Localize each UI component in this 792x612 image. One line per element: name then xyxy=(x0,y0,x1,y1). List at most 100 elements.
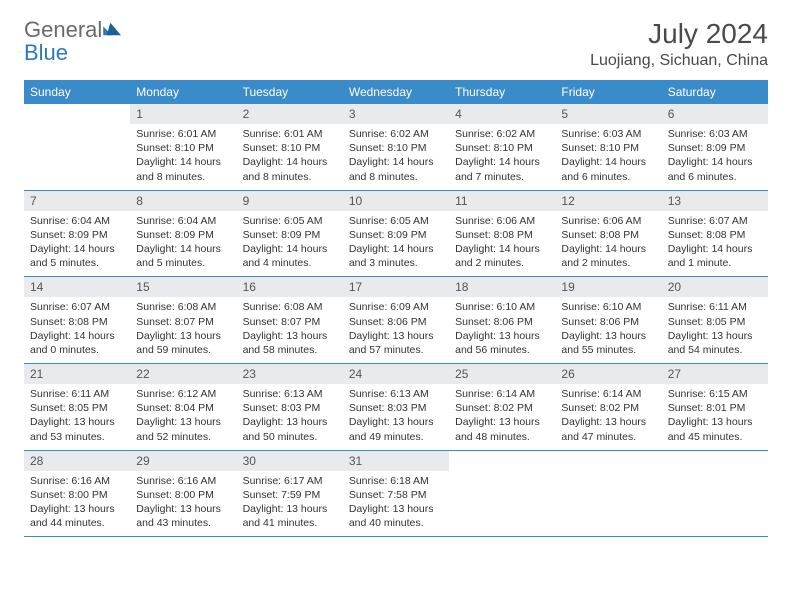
day-body: Sunrise: 6:14 AMSunset: 8:02 PMDaylight:… xyxy=(555,384,661,450)
daylight-text-1: Daylight: 14 hours xyxy=(136,155,230,169)
day-body: Sunrise: 6:13 AMSunset: 8:03 PMDaylight:… xyxy=(343,384,449,450)
calendar-cell: 12Sunrise: 6:06 AMSunset: 8:08 PMDayligh… xyxy=(555,190,661,277)
daylight-text-1: Daylight: 14 hours xyxy=(243,242,337,256)
calendar-body: 1Sunrise: 6:01 AMSunset: 8:10 PMDaylight… xyxy=(24,104,768,537)
day-number: 17 xyxy=(343,277,449,297)
sunrise-text: Sunrise: 6:08 AM xyxy=(136,300,230,314)
sunrise-text: Sunrise: 6:07 AM xyxy=(668,214,762,228)
calendar-cell: 1Sunrise: 6:01 AMSunset: 8:10 PMDaylight… xyxy=(130,104,236,190)
day-body: Sunrise: 6:04 AMSunset: 8:09 PMDaylight:… xyxy=(130,211,236,277)
day-number: 2 xyxy=(237,104,343,124)
sunset-text: Sunset: 7:58 PM xyxy=(349,488,443,502)
weekday-header: Thursday xyxy=(449,80,555,104)
daylight-text-1: Daylight: 13 hours xyxy=(30,415,124,429)
calendar-table: Sunday Monday Tuesday Wednesday Thursday… xyxy=(24,80,768,537)
calendar-cell xyxy=(449,450,555,537)
daylight-text-1: Daylight: 13 hours xyxy=(243,415,337,429)
daylight-text-1: Daylight: 14 hours xyxy=(30,329,124,343)
calendar-cell: 8Sunrise: 6:04 AMSunset: 8:09 PMDaylight… xyxy=(130,190,236,277)
calendar-row: 7Sunrise: 6:04 AMSunset: 8:09 PMDaylight… xyxy=(24,190,768,277)
sunset-text: Sunset: 8:07 PM xyxy=(243,315,337,329)
sunrise-text: Sunrise: 6:01 AM xyxy=(136,127,230,141)
daylight-text-1: Daylight: 14 hours xyxy=(136,242,230,256)
day-body: Sunrise: 6:07 AMSunset: 8:08 PMDaylight:… xyxy=(662,211,768,277)
calendar-cell: 21Sunrise: 6:11 AMSunset: 8:05 PMDayligh… xyxy=(24,364,130,451)
day-number: 13 xyxy=(662,191,768,211)
sunrise-text: Sunrise: 6:02 AM xyxy=(349,127,443,141)
sunrise-text: Sunrise: 6:10 AM xyxy=(455,300,549,314)
day-body: Sunrise: 6:06 AMSunset: 8:08 PMDaylight:… xyxy=(555,211,661,277)
day-number: 30 xyxy=(237,451,343,471)
weekday-header: Saturday xyxy=(662,80,768,104)
sunset-text: Sunset: 8:07 PM xyxy=(136,315,230,329)
day-body: Sunrise: 6:18 AMSunset: 7:58 PMDaylight:… xyxy=(343,471,449,537)
calendar-cell: 16Sunrise: 6:08 AMSunset: 8:07 PMDayligh… xyxy=(237,277,343,364)
daylight-text-2: and 6 minutes. xyxy=(668,170,762,184)
daylight-text-2: and 57 minutes. xyxy=(349,343,443,357)
calendar-row: 28Sunrise: 6:16 AMSunset: 8:00 PMDayligh… xyxy=(24,450,768,537)
sunrise-text: Sunrise: 6:16 AM xyxy=(30,474,124,488)
daylight-text-1: Daylight: 14 hours xyxy=(455,242,549,256)
weekday-header: Wednesday xyxy=(343,80,449,104)
day-body: Sunrise: 6:06 AMSunset: 8:08 PMDaylight:… xyxy=(449,211,555,277)
daylight-text-2: and 1 minute. xyxy=(668,256,762,270)
sunset-text: Sunset: 8:09 PM xyxy=(136,228,230,242)
day-number: 14 xyxy=(24,277,130,297)
calendar-cell: 5Sunrise: 6:03 AMSunset: 8:10 PMDaylight… xyxy=(555,104,661,190)
day-number: 18 xyxy=(449,277,555,297)
calendar-cell: 17Sunrise: 6:09 AMSunset: 8:06 PMDayligh… xyxy=(343,277,449,364)
calendar-cell: 26Sunrise: 6:14 AMSunset: 8:02 PMDayligh… xyxy=(555,364,661,451)
day-body: Sunrise: 6:17 AMSunset: 7:59 PMDaylight:… xyxy=(237,471,343,537)
logo-text-general: General xyxy=(24,17,102,42)
daylight-text-2: and 50 minutes. xyxy=(243,430,337,444)
sunrise-text: Sunrise: 6:12 AM xyxy=(136,387,230,401)
day-body: Sunrise: 6:16 AMSunset: 8:00 PMDaylight:… xyxy=(24,471,130,537)
daylight-text-1: Daylight: 13 hours xyxy=(349,415,443,429)
sunrise-text: Sunrise: 6:04 AM xyxy=(136,214,230,228)
sunset-text: Sunset: 8:03 PM xyxy=(349,401,443,415)
calendar-cell: 31Sunrise: 6:18 AMSunset: 7:58 PMDayligh… xyxy=(343,450,449,537)
sunset-text: Sunset: 8:08 PM xyxy=(668,228,762,242)
day-number: 6 xyxy=(662,104,768,124)
sunrise-text: Sunrise: 6:06 AM xyxy=(455,214,549,228)
sunset-text: Sunset: 8:10 PM xyxy=(136,141,230,155)
day-body: Sunrise: 6:09 AMSunset: 8:06 PMDaylight:… xyxy=(343,297,449,363)
calendar-cell: 28Sunrise: 6:16 AMSunset: 8:00 PMDayligh… xyxy=(24,450,130,537)
day-body: Sunrise: 6:03 AMSunset: 8:10 PMDaylight:… xyxy=(555,124,661,190)
sunrise-text: Sunrise: 6:03 AM xyxy=(668,127,762,141)
day-body: Sunrise: 6:07 AMSunset: 8:08 PMDaylight:… xyxy=(24,297,130,363)
sunrise-text: Sunrise: 6:05 AM xyxy=(349,214,443,228)
daylight-text-2: and 47 minutes. xyxy=(561,430,655,444)
sunrise-text: Sunrise: 6:16 AM xyxy=(136,474,230,488)
day-number: 9 xyxy=(237,191,343,211)
sunrise-text: Sunrise: 6:18 AM xyxy=(349,474,443,488)
daylight-text-1: Daylight: 13 hours xyxy=(668,329,762,343)
day-number: 27 xyxy=(662,364,768,384)
daylight-text-2: and 5 minutes. xyxy=(30,256,124,270)
calendar-row: 21Sunrise: 6:11 AMSunset: 8:05 PMDayligh… xyxy=(24,364,768,451)
sunrise-text: Sunrise: 6:15 AM xyxy=(668,387,762,401)
sunset-text: Sunset: 8:05 PM xyxy=(668,315,762,329)
day-body: Sunrise: 6:15 AMSunset: 8:01 PMDaylight:… xyxy=(662,384,768,450)
sunrise-text: Sunrise: 6:03 AM xyxy=(561,127,655,141)
calendar-cell: 24Sunrise: 6:13 AMSunset: 8:03 PMDayligh… xyxy=(343,364,449,451)
sunrise-text: Sunrise: 6:13 AM xyxy=(349,387,443,401)
calendar-cell: 30Sunrise: 6:17 AMSunset: 7:59 PMDayligh… xyxy=(237,450,343,537)
day-number: 3 xyxy=(343,104,449,124)
daylight-text-2: and 8 minutes. xyxy=(349,170,443,184)
day-body: Sunrise: 6:08 AMSunset: 8:07 PMDaylight:… xyxy=(237,297,343,363)
calendar-cell: 11Sunrise: 6:06 AMSunset: 8:08 PMDayligh… xyxy=(449,190,555,277)
daylight-text-1: Daylight: 14 hours xyxy=(243,155,337,169)
daylight-text-1: Daylight: 13 hours xyxy=(561,415,655,429)
day-number: 5 xyxy=(555,104,661,124)
daylight-text-2: and 2 minutes. xyxy=(561,256,655,270)
daylight-text-1: Daylight: 14 hours xyxy=(349,155,443,169)
sunset-text: Sunset: 8:01 PM xyxy=(668,401,762,415)
calendar-cell xyxy=(24,104,130,190)
daylight-text-2: and 4 minutes. xyxy=(243,256,337,270)
calendar-cell: 4Sunrise: 6:02 AMSunset: 8:10 PMDaylight… xyxy=(449,104,555,190)
day-number: 21 xyxy=(24,364,130,384)
sunrise-text: Sunrise: 6:14 AM xyxy=(561,387,655,401)
sunset-text: Sunset: 8:09 PM xyxy=(349,228,443,242)
sunset-text: Sunset: 8:04 PM xyxy=(136,401,230,415)
